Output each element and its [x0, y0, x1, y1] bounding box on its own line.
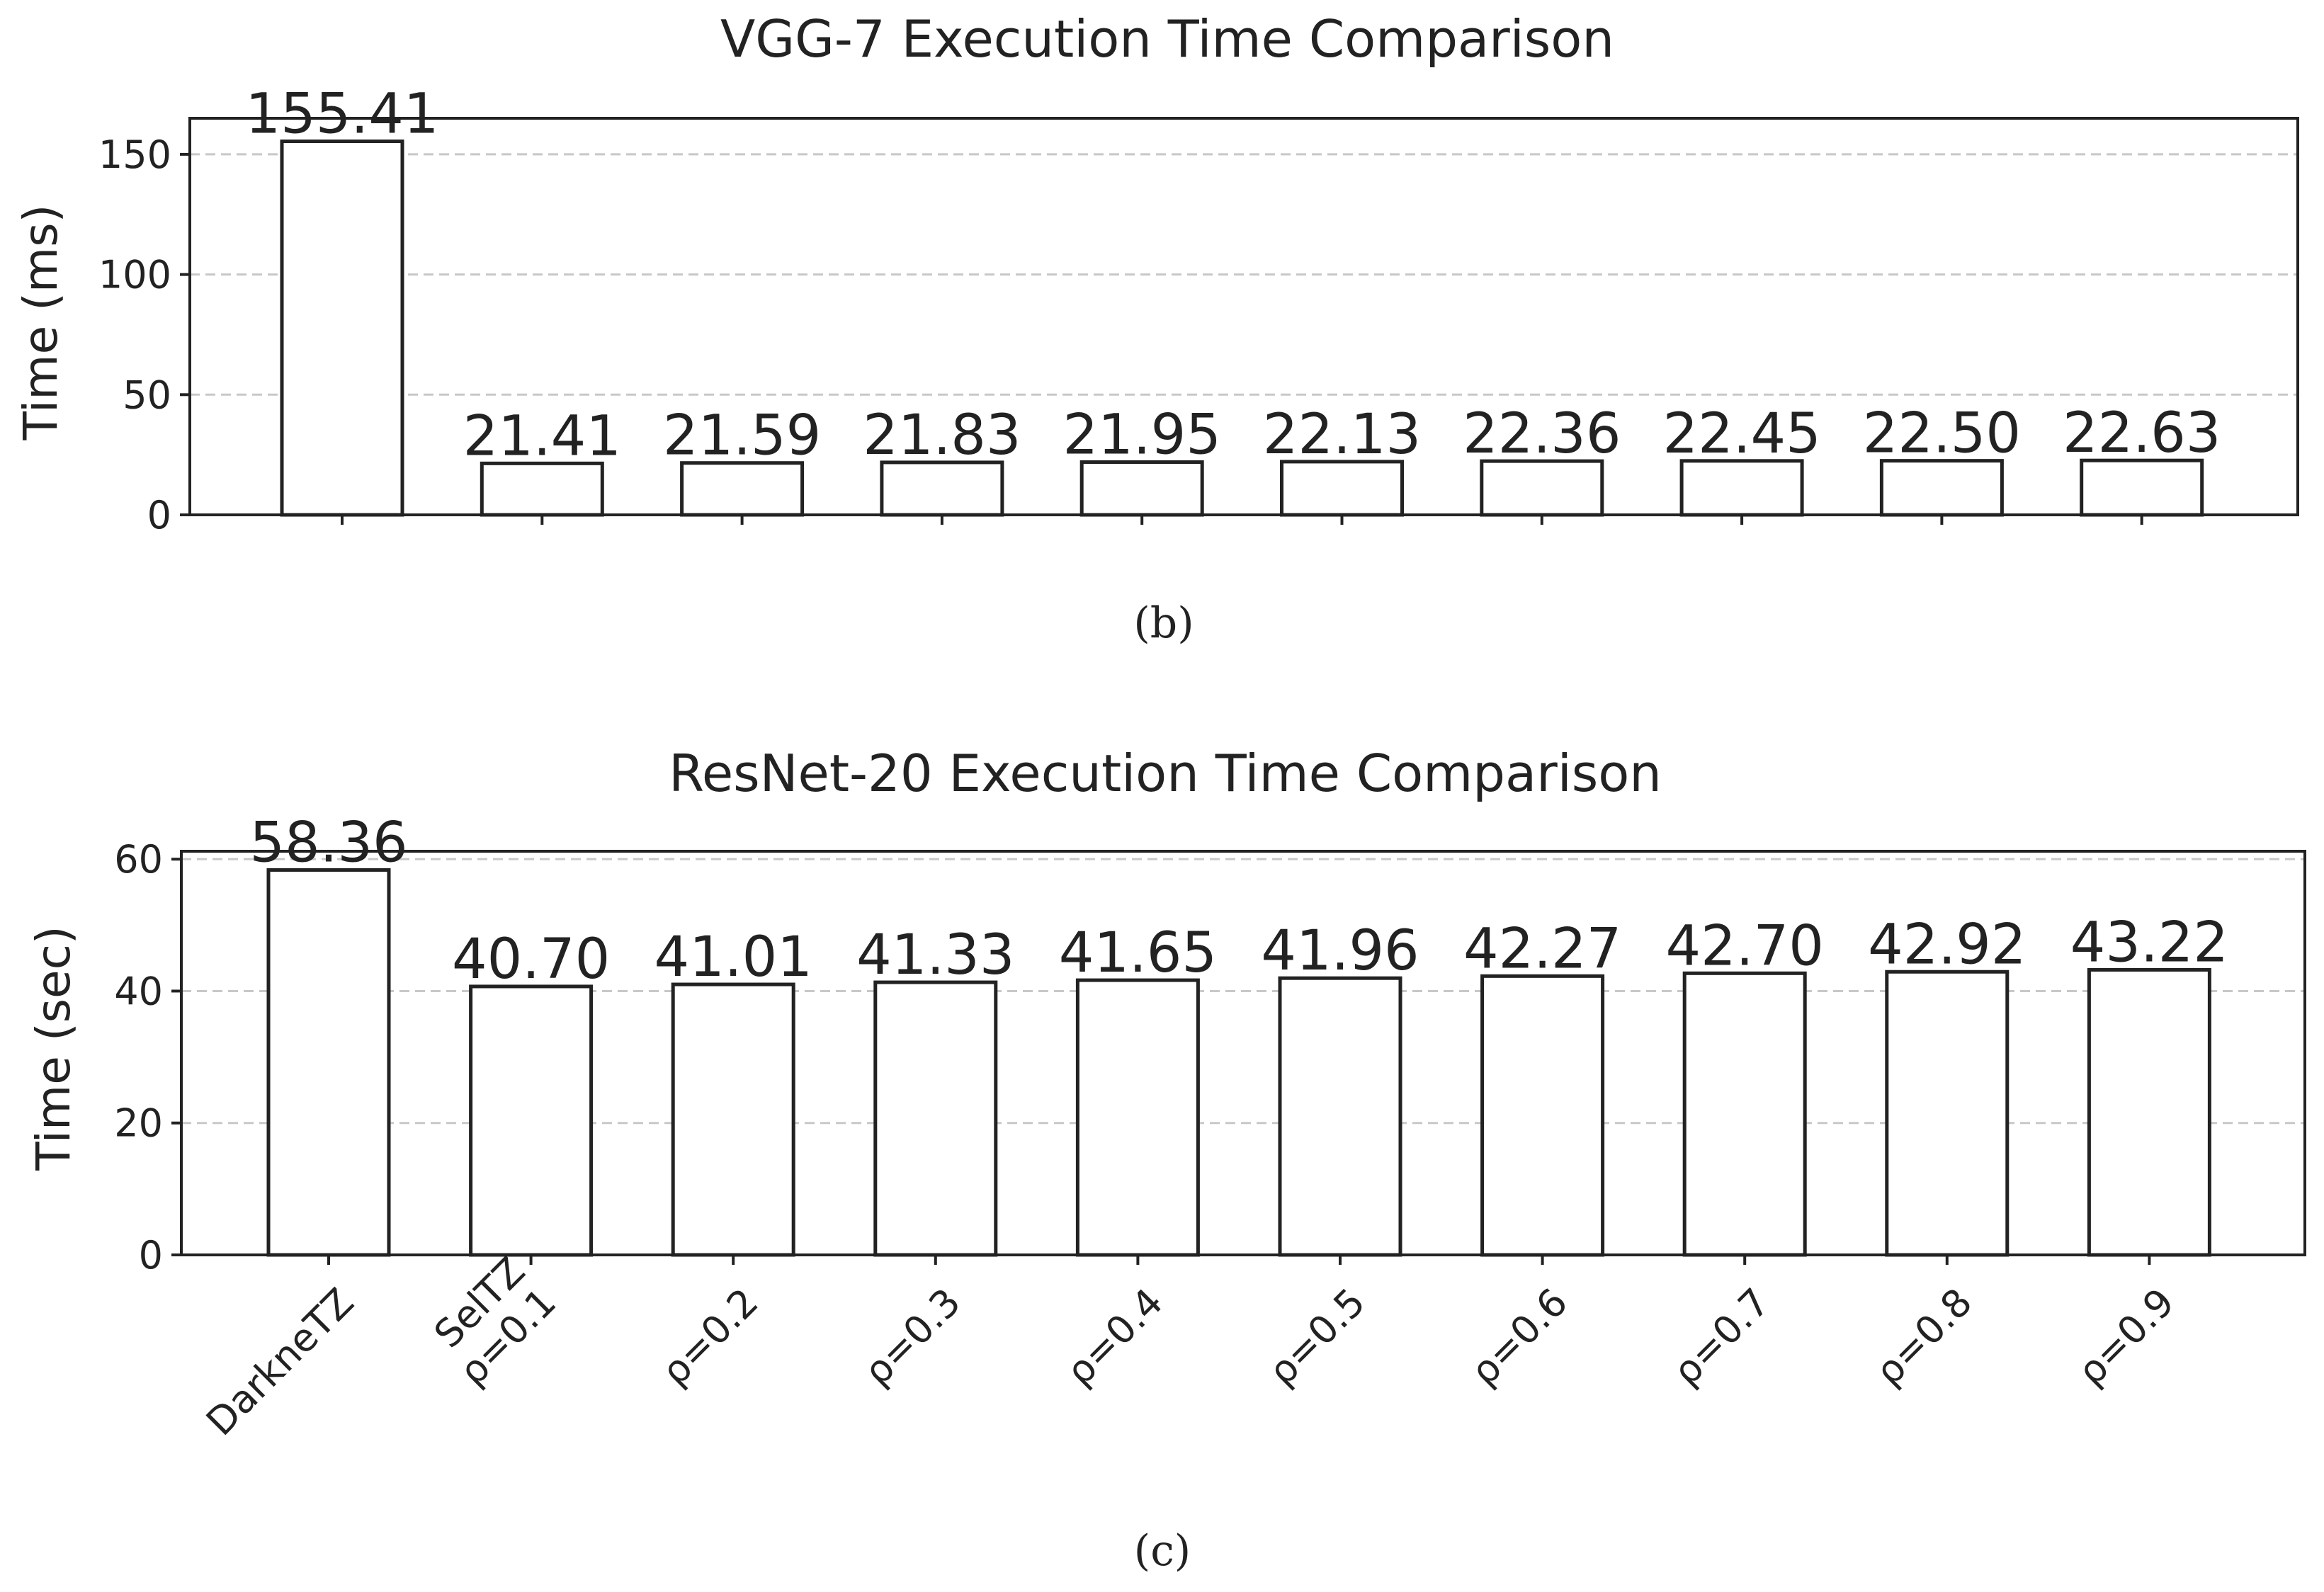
x-tick-label-line: ρ=0.2: [652, 1280, 767, 1394]
data-label: 43.22: [2070, 911, 2228, 974]
chart-title: VGG-7 Execution Time Comparison: [720, 9, 1614, 69]
x-tick-label-line: ρ=0.6: [1462, 1280, 1577, 1394]
x-tick-label-line: ρ=0.9: [2068, 1280, 2183, 1394]
bar: [480, 461, 604, 517]
x-tick-label: ρ=0.7: [1664, 1280, 1779, 1394]
x-tick-label: ρ=0.5: [1259, 1280, 1374, 1394]
bar: [680, 461, 805, 517]
data-label: 42.27: [1463, 917, 1621, 981]
x-tick-label: ρ=0.9: [2068, 1280, 2183, 1394]
data-label: 22.63: [2063, 402, 2221, 465]
plot-frame: [188, 117, 2299, 516]
data-label: 22.13: [1263, 403, 1421, 467]
bar: [1480, 974, 1605, 1257]
y-tick-label: 60: [114, 837, 163, 882]
bar: [1879, 459, 2004, 517]
bar: [1885, 970, 2010, 1257]
x-tick-label: ρ=0.6: [1462, 1280, 1577, 1394]
bar: [2080, 458, 2204, 517]
bar: [266, 868, 391, 1257]
bar: [1075, 978, 1200, 1257]
x-tick-label-line: ρ=0.3: [855, 1280, 970, 1394]
x-tick-label-line: ρ=0.5: [1259, 1280, 1374, 1394]
data-label: 58.36: [249, 811, 407, 875]
y-axis-label: Time (sec): [26, 926, 81, 1171]
x-tick-label: ρ=0.8: [1866, 1280, 1981, 1394]
data-label: 41.65: [1059, 921, 1217, 985]
bar: [2087, 967, 2211, 1257]
data-label: 40.70: [452, 928, 610, 991]
y-tick-label: 0: [139, 1233, 163, 1278]
y-tick-label: 150: [98, 132, 171, 177]
chart-title: ResNet-20 Execution Time Comparison: [669, 744, 1662, 803]
data-label: 21.41: [463, 404, 621, 468]
y-tick-label: 100: [98, 253, 171, 297]
y-tick-label: 0: [147, 493, 171, 538]
data-label: 22.50: [1863, 402, 2021, 466]
y-tick-label: 50: [123, 373, 171, 417]
data-label: 41.96: [1261, 919, 1419, 983]
data-label: 21.83: [863, 404, 1021, 467]
panel-label: (b): [1133, 598, 1194, 648]
x-tick-label-line: DarkneTZ: [198, 1280, 362, 1444]
bar: [469, 984, 594, 1257]
resnet20-chart: ResNet-20 Execution Time Comparison Time…: [26, 744, 2306, 1576]
data-label: 155.41: [246, 83, 439, 147]
x-tick-label-line: ρ=0.7: [1664, 1280, 1779, 1394]
x-tick-label-line: ρ=0.4: [1057, 1280, 1172, 1394]
bar: [671, 982, 795, 1257]
x-tick-label: ρ=0.2: [652, 1280, 767, 1394]
bar: [1682, 971, 1807, 1257]
bar: [880, 460, 1004, 517]
data-label: 42.70: [1666, 914, 1824, 978]
bar: [1480, 459, 1604, 517]
bar: [1280, 460, 1404, 517]
x-tick-label: ρ=0.3: [855, 1280, 970, 1394]
data-label: 42.92: [1868, 913, 2026, 977]
data-label: 21.95: [1063, 404, 1221, 467]
data-label: 21.59: [663, 404, 821, 468]
data-label: 22.36: [1463, 402, 1621, 466]
y-tick-label: 20: [114, 1101, 163, 1146]
data-label: 22.45: [1662, 402, 1820, 466]
y-axis-label: Time (ms): [13, 205, 68, 441]
x-tick-label: ρ=0.4: [1057, 1280, 1172, 1394]
x-tick-label: SelTZρ=0.1: [419, 1249, 565, 1394]
bar: [1679, 459, 1804, 517]
y-tick-label: 40: [114, 969, 163, 1013]
vgg7-chart: VGG-7 Execution Time Comparison Time (ms…: [13, 9, 2299, 648]
plot-frame: [180, 850, 2306, 1256]
data-label: 41.33: [856, 923, 1014, 987]
x-tick-label: DarkneTZ: [198, 1280, 362, 1444]
bar: [1079, 460, 1204, 517]
panel-label: (c): [1134, 1526, 1191, 1576]
bar: [873, 980, 998, 1257]
data-label: 41.01: [654, 926, 812, 989]
bar: [1278, 976, 1402, 1257]
x-tick-label-line: ρ=0.8: [1866, 1280, 1981, 1394]
bar: [280, 140, 404, 517]
